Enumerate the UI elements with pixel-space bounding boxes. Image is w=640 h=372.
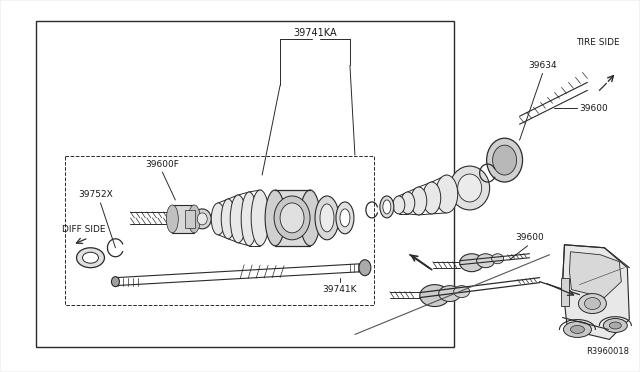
Ellipse shape	[300, 190, 320, 246]
Ellipse shape	[359, 260, 371, 276]
Ellipse shape	[211, 203, 225, 235]
Ellipse shape	[193, 209, 211, 229]
Text: DIFF SIDE: DIFF SIDE	[62, 225, 105, 234]
Ellipse shape	[477, 254, 495, 268]
Bar	[172, 205, 195, 233]
Ellipse shape	[251, 190, 269, 246]
Ellipse shape	[563, 321, 591, 337]
Text: 39741K: 39741K	[323, 285, 357, 294]
Text: TIRE SIDE: TIRE SIDE	[575, 38, 620, 47]
Ellipse shape	[241, 192, 257, 246]
Text: 39600F: 39600F	[145, 160, 179, 169]
Ellipse shape	[454, 286, 470, 298]
Ellipse shape	[436, 175, 458, 213]
Ellipse shape	[83, 252, 99, 263]
Ellipse shape	[197, 213, 207, 225]
Bar	[65, 156, 374, 305]
Ellipse shape	[280, 203, 304, 233]
Ellipse shape	[423, 182, 441, 214]
Ellipse shape	[265, 190, 285, 246]
Ellipse shape	[570, 326, 584, 333]
Text: 39600: 39600	[579, 104, 608, 113]
Bar	[186, 210, 195, 228]
Text: 39752X: 39752X	[78, 190, 113, 199]
Ellipse shape	[450, 166, 490, 210]
Text: 39741KA: 39741KA	[293, 28, 337, 38]
Ellipse shape	[315, 196, 339, 240]
Ellipse shape	[230, 195, 246, 243]
Ellipse shape	[604, 318, 627, 333]
Ellipse shape	[188, 205, 200, 233]
Ellipse shape	[111, 277, 120, 286]
Ellipse shape	[166, 205, 179, 233]
Bar	[36, 21, 454, 347]
Text: 39634: 39634	[528, 61, 557, 70]
Ellipse shape	[77, 248, 104, 268]
Ellipse shape	[609, 322, 621, 329]
Ellipse shape	[383, 200, 391, 214]
Ellipse shape	[420, 285, 450, 307]
Text: R3960018: R3960018	[586, 347, 629, 356]
Ellipse shape	[411, 187, 427, 215]
Text: 39600: 39600	[515, 233, 544, 242]
Ellipse shape	[274, 196, 310, 240]
Ellipse shape	[439, 286, 461, 302]
Ellipse shape	[458, 174, 482, 202]
Ellipse shape	[492, 254, 504, 264]
Ellipse shape	[340, 209, 350, 227]
Polygon shape	[563, 245, 629, 339]
Polygon shape	[570, 252, 621, 298]
Ellipse shape	[221, 199, 235, 239]
Ellipse shape	[579, 294, 606, 314]
Ellipse shape	[486, 138, 522, 182]
Ellipse shape	[380, 196, 394, 218]
Bar	[561, 278, 570, 305]
Ellipse shape	[320, 204, 334, 232]
Ellipse shape	[401, 192, 415, 214]
Ellipse shape	[336, 202, 354, 234]
Bar	[275, 190, 310, 247]
Ellipse shape	[493, 145, 516, 175]
Ellipse shape	[393, 196, 405, 214]
Ellipse shape	[584, 298, 600, 310]
Ellipse shape	[460, 254, 484, 272]
